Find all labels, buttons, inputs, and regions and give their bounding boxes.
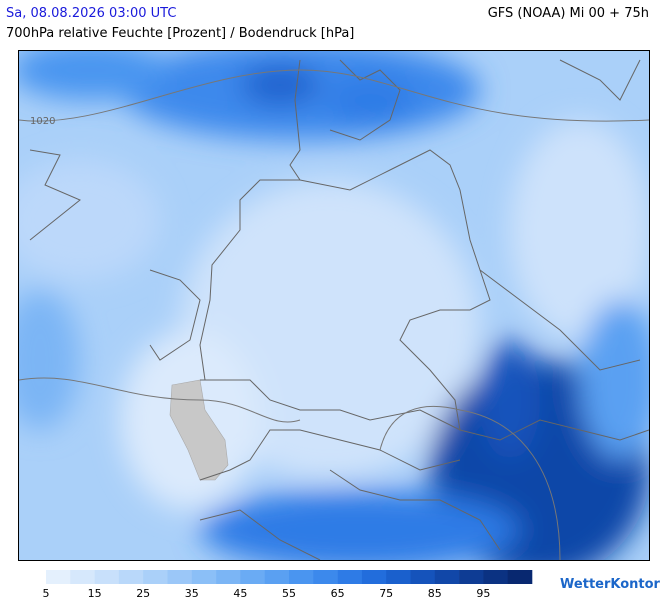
colorbar-swatch (70, 570, 95, 584)
colorbar-swatch (434, 570, 460, 584)
isobars (19, 69, 649, 560)
colorbar-swatch (410, 570, 436, 584)
brand-logo: WetterKontor (560, 577, 661, 592)
colorbar-tick-label: 95 (476, 587, 490, 600)
colorbar-swatch (143, 570, 168, 584)
colorbar-swatch (313, 570, 338, 584)
colorbar: 5 15 25 35 45 55 65 75 85 95 (43, 570, 533, 600)
parameter-title: 700hPa relative Feuchte [Prozent] / Bode… (6, 26, 355, 41)
colorbar-tick-label: 45 (233, 587, 247, 600)
colorbar-swatch (361, 570, 387, 584)
colorbar-swatch (216, 570, 241, 584)
colorbar-tick-label: 85 (428, 587, 442, 600)
colorbar-tick-label: 5 (43, 587, 50, 600)
colorbar-swatch (289, 570, 314, 584)
colorbar-swatch (507, 570, 533, 584)
date-title: Sa, 08.08.2026 03:00 UTC (6, 6, 177, 21)
colorbar-tick-label: 25 (136, 587, 150, 600)
colorbar-tick-label: 75 (379, 587, 393, 600)
colorbar-swatch (264, 570, 290, 584)
colorbar-swatch (167, 570, 193, 584)
isobar-label: 1020 (30, 116, 55, 127)
colorbar-swatch (337, 570, 363, 584)
colorbar-tick-label: 65 (331, 587, 345, 600)
colorbar-swatch (240, 570, 265, 584)
borders (29, 59, 649, 560)
colorbar-swatch (483, 570, 508, 584)
colorbar-swatch (386, 570, 411, 584)
map-area: 1020 (19, 51, 649, 560)
colorbar-swatch (118, 570, 144, 584)
model-run: GFS (NOAA) Mi 00 + 75h (487, 6, 649, 21)
colorbar-swatch (459, 570, 484, 584)
colorbar-tick-label: 15 (88, 587, 102, 600)
colorbar-swatch (191, 570, 217, 584)
colorbar-tick-label: 55 (282, 587, 296, 600)
map-frame (18, 50, 650, 561)
colorbar-tick-label: 35 (185, 587, 199, 600)
colorbar-swatch (94, 570, 120, 584)
colorbar-swatch (46, 570, 71, 584)
